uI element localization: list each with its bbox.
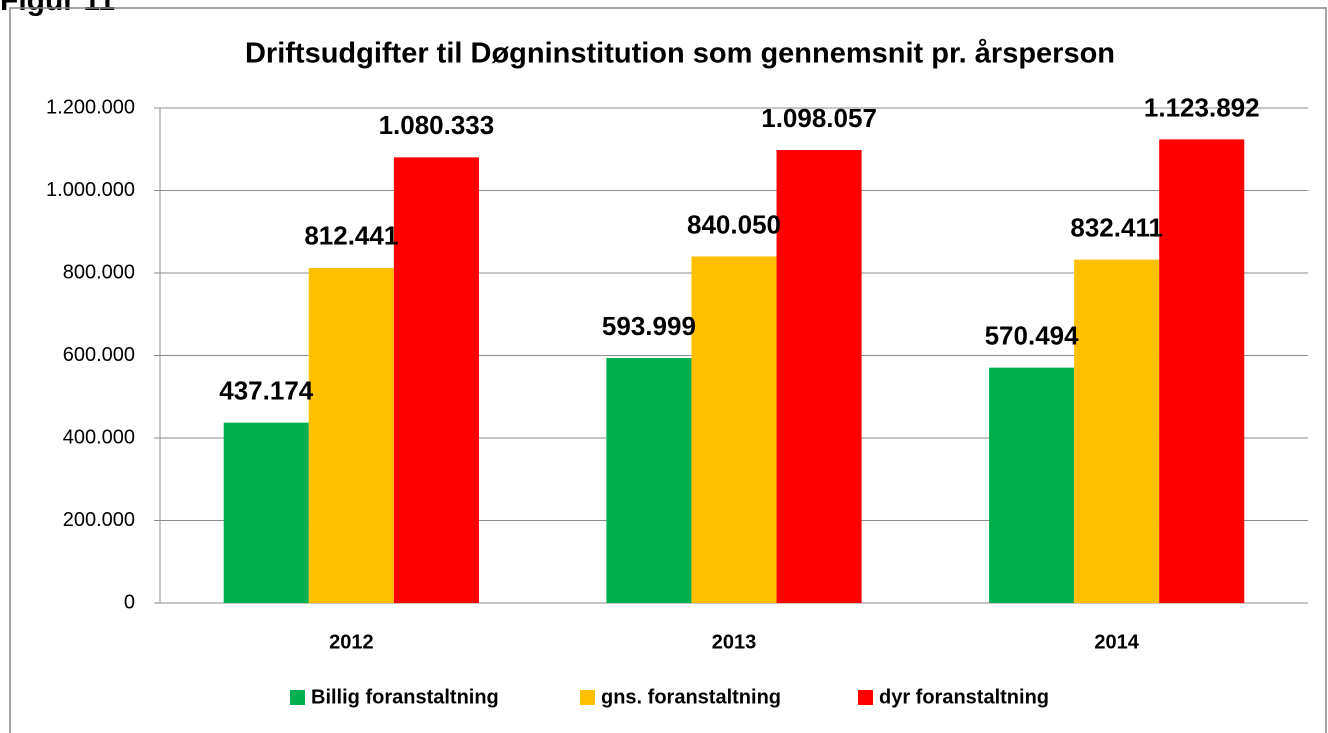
legend-swatch [580,690,595,705]
legend-label: gns. foranstaltning [601,686,781,708]
x-tick-label: 2014 [1094,631,1139,653]
legend-swatch [290,690,305,705]
bar [308,267,394,603]
y-tick-label: 0 [124,591,135,613]
legend-label: dyr foranstaltning [879,686,1049,708]
data-label: 832.411 [1070,213,1163,243]
data-label: 570.494 [985,321,1080,351]
y-tick-label: 200.000 [63,509,135,531]
chart-title: Driftsudgifter til Døgninstitution som g… [245,38,1115,70]
data-label: 840.050 [687,209,781,239]
bar [393,157,479,603]
y-tick-label: 1.000.000 [46,179,135,201]
bar [691,256,777,603]
chart-border [9,7,1327,733]
data-label: 812.441 [304,221,398,251]
data-label: 1.123.892 [1144,92,1260,122]
data-label: 1.098.057 [761,103,877,133]
y-tick-label: 600.000 [63,344,135,366]
legend-swatch [858,690,873,705]
bar [223,422,309,603]
data-label: 593.999 [602,311,696,341]
bar [989,367,1075,603]
y-tick-label: 1.200.000 [46,96,135,118]
bar [1159,139,1245,604]
data-label: 1.080.333 [379,110,495,140]
data-label: 437.174 [219,376,314,406]
bar [1074,259,1160,603]
bar [776,150,862,603]
y-tick-label: 400.000 [63,426,135,448]
bar [606,357,692,603]
y-tick-label: 800.000 [63,261,135,283]
x-tick-label: 2012 [329,631,374,653]
legend-label: Billig foranstaltning [311,686,499,708]
x-tick-label: 2013 [712,631,757,653]
